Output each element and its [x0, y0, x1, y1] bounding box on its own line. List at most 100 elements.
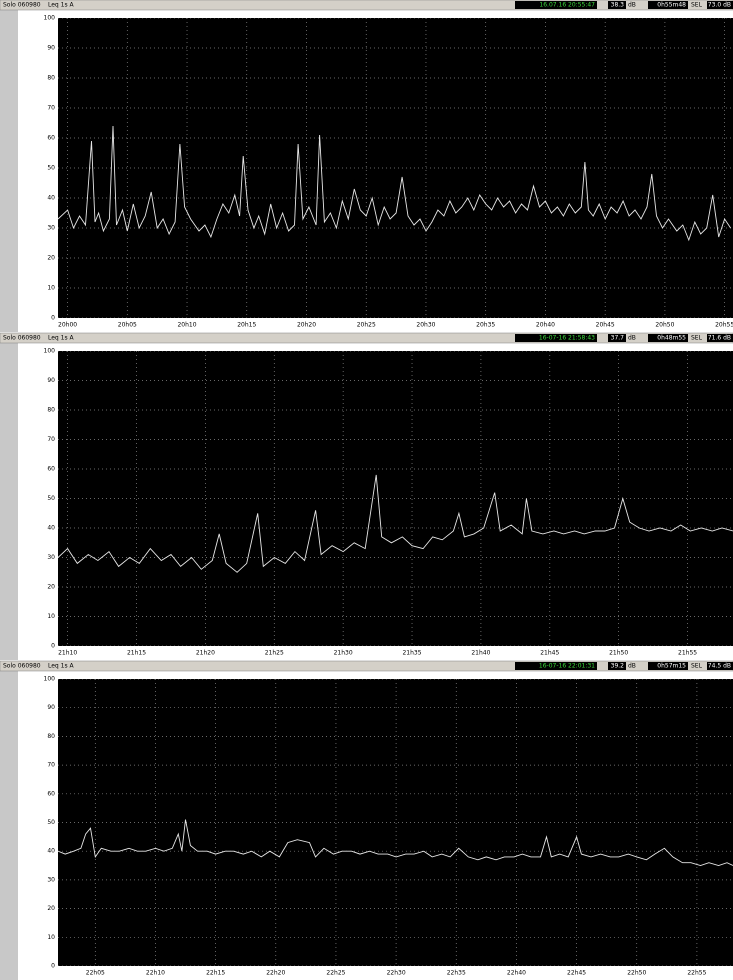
y-tick-label: 70 [47, 436, 55, 443]
x-tick-label: 22h05 [86, 970, 105, 977]
y-tick-label: 30 [47, 225, 55, 232]
x-tick-label: 22h55 [687, 970, 706, 977]
x-tick-label: 20h15 [237, 322, 256, 329]
readout-box [608, 662, 626, 670]
chart-panel: Solo 060980 Leq 1s A 16.07.16 20:55:47 38.3… [0, 0, 733, 332]
readout-sel-label: SEL [691, 335, 703, 342]
plot-content [58, 18, 733, 318]
y-tick-label: 0 [51, 963, 55, 970]
plot-area [58, 351, 733, 646]
x-tick-label: 22h50 [627, 970, 646, 977]
readout-text: 0h48m55 [657, 335, 686, 342]
title: Solo 060980 [3, 335, 41, 342]
left-strip [0, 10, 18, 332]
x-tick-label: 20h30 [416, 322, 435, 329]
y-tick-label: 20 [47, 584, 55, 591]
x-tick-label: 21h10 [58, 650, 77, 657]
readout-box [648, 662, 688, 670]
readout-text: 0h55m48 [657, 2, 686, 9]
x-tick-label: 21h40 [471, 650, 490, 657]
x-tick-label: 20h25 [357, 322, 376, 329]
subtitle: Leq 1s A [48, 335, 74, 342]
x-tick-label: 22h20 [266, 970, 285, 977]
x-tick-label: 20h45 [596, 322, 615, 329]
x-tick-label: 20h55 [715, 322, 733, 329]
x-tick-label: 21h55 [678, 650, 697, 657]
plot-area [58, 679, 733, 966]
y-tick-label: 60 [47, 466, 55, 473]
plot-content [58, 351, 733, 646]
x-tick-label: 22h30 [387, 970, 406, 977]
y-tick-label: 80 [47, 733, 55, 740]
y-tick-label: 100 [44, 15, 56, 22]
x-tick-label: 20h40 [536, 322, 555, 329]
y-tick-label: 70 [47, 105, 55, 112]
x-tick-label: 21h45 [540, 650, 559, 657]
x-tick-label: 22h35 [447, 970, 466, 977]
y-tick-label: 0 [51, 643, 55, 650]
x-tick-label: 22h45 [567, 970, 586, 977]
x-tick-label: 21h25 [265, 650, 284, 657]
readout-box [608, 334, 626, 342]
plot-content [58, 679, 733, 966]
readout-box [608, 1, 626, 9]
subtitle: Leq 1s A [48, 2, 74, 9]
level-line [58, 819, 733, 866]
x-tick-label: 20h50 [655, 322, 674, 329]
header-bar [0, 332, 733, 344]
y-tick-label: 80 [47, 407, 55, 414]
y-tick-label: 50 [47, 819, 55, 826]
x-tick-label: 20h05 [118, 322, 137, 329]
readout-text: 16-07-16 21:58:43 [539, 335, 595, 342]
y-tick-label: 10 [47, 285, 55, 292]
y-tick-label: 50 [47, 165, 55, 172]
y-tick-label: 40 [47, 525, 55, 532]
readout-text: 38.3 [611, 2, 625, 9]
x-tick-label: 20h35 [476, 322, 495, 329]
left-strip [0, 671, 18, 980]
y-tick-label: 90 [47, 45, 55, 52]
readout-unit: dB [628, 663, 636, 670]
x-tick-label: 21h35 [402, 650, 421, 657]
x-tick-label: 22h40 [507, 970, 526, 977]
left-strip [0, 343, 18, 660]
readout-text: 37.7 [611, 335, 625, 342]
x-tick-label: 21h15 [127, 650, 146, 657]
y-tick-label: 90 [47, 704, 55, 711]
title: Solo 060980 [3, 2, 41, 9]
readout-sel-label: SEL [691, 2, 703, 9]
readout-text: 74.5 dB [708, 663, 731, 670]
y-tick-label: 100 [44, 676, 56, 683]
readout-box [648, 1, 688, 9]
readout-box [707, 1, 733, 9]
x-tick-label: 21h50 [609, 650, 628, 657]
readout-box [648, 334, 688, 342]
readout-sel-label: SEL [691, 663, 703, 670]
readout-text: 39.2 [611, 663, 625, 670]
readout-text: 0h57m15 [657, 663, 686, 670]
readout-box [515, 662, 597, 670]
y-tick-label: 90 [47, 377, 55, 384]
x-tick-label: 20h00 [58, 322, 77, 329]
readout-text: 16.07.16 20:55:47 [539, 2, 595, 9]
y-tick-label: 100 [44, 348, 56, 355]
y-tick-label: 80 [47, 75, 55, 82]
y-tick-label: 60 [47, 790, 55, 797]
y-tick-label: 10 [47, 934, 55, 941]
readout-box [515, 334, 597, 342]
x-tick-label: 22h25 [326, 970, 345, 977]
readout-unit: dB [628, 335, 636, 342]
header-bar [0, 0, 733, 11]
readout-box [707, 662, 733, 670]
readout-text: 16-07-16 22:01:31 [539, 663, 595, 670]
readout-box [707, 334, 733, 342]
subtitle: Leq 1s A [48, 663, 74, 670]
plot-area [58, 18, 733, 318]
header-bar [0, 660, 733, 672]
y-tick-label: 50 [47, 495, 55, 502]
chart-panel: Solo 060980 Leq 1s A 16-07-16 22:01:31 39.2… [0, 660, 733, 980]
y-tick-label: 30 [47, 554, 55, 561]
y-tick-label: 60 [47, 135, 55, 142]
readout-text: 73.0 dB [708, 2, 731, 9]
